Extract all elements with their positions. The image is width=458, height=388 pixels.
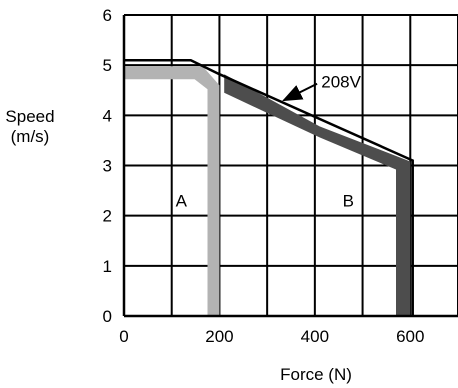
annotation-arrow-0: [282, 82, 318, 102]
y-tick-label-1: 1: [103, 257, 112, 276]
series-band-b: [224, 74, 411, 316]
y-tick-label-4: 4: [103, 106, 112, 125]
series-layer: [124, 58, 414, 316]
region-label-a: A: [176, 192, 188, 211]
labels-layer: 0 1 2 3 4 5 6 0 200 400 600 A B 208V: [103, 6, 425, 346]
plot-frame: [122, 15, 458, 318]
y-axis-title-line-1: Speed: [5, 107, 54, 126]
y-tick-label-2: 2: [103, 207, 112, 226]
y-axis-title-line-2: (m/s): [11, 127, 50, 146]
series-band-a: [124, 66, 220, 316]
region-label-b: B: [343, 192, 354, 211]
x-tick-label-0: 0: [119, 327, 128, 346]
series-line-208v: [124, 58, 414, 316]
x-tick-label-400: 400: [301, 327, 329, 346]
y-tick-label-5: 5: [103, 56, 112, 75]
x-tick-label-200: 200: [205, 327, 233, 346]
annotation-label-208v: 208V: [321, 73, 361, 92]
y-tick-label-0: 0: [103, 307, 112, 326]
grid: [123, 14, 458, 317]
y-tick-label-6: 6: [103, 6, 112, 25]
y-tick-label-3: 3: [103, 157, 112, 176]
x-tick-label-600: 600: [396, 327, 424, 346]
x-axis-title: Force (N): [280, 365, 352, 384]
